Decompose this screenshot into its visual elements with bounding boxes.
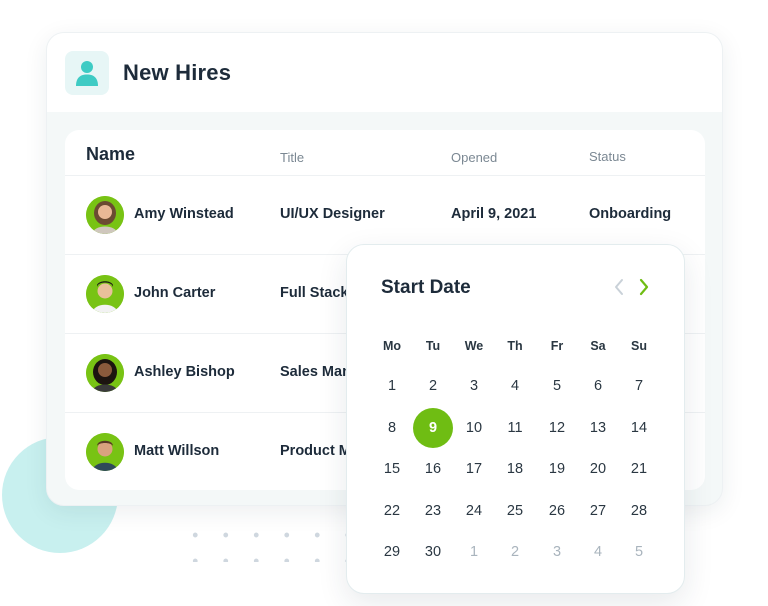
decorative-dot-grid [180, 522, 355, 562]
calendar-day[interactable]: 3 [469, 378, 479, 394]
table-row[interactable]: Amy Winstead UI/UX Designer April 9, 202… [65, 176, 705, 255]
column-header-status[interactable]: Status [589, 149, 626, 164]
column-header-name[interactable]: Name [86, 144, 136, 164]
hire-title: Sales Man [280, 364, 351, 380]
calendar-day[interactable]: 8 [387, 420, 397, 436]
avatar [86, 354, 124, 392]
page-title: New Hires [123, 59, 232, 85]
calendar-day[interactable]: 25 [506, 503, 524, 519]
calendar-day[interactable]: 2 [428, 378, 438, 394]
hire-title: Product M [280, 443, 351, 459]
calendar-day[interactable]: 26 [548, 503, 566, 519]
weekday-label: We [464, 339, 484, 353]
hire-title: UI/UX Designer [280, 206, 385, 222]
weekday-label: Fr [550, 339, 564, 353]
calendar-day[interactable]: 30 [424, 544, 442, 560]
weekday-label: Sa [590, 339, 606, 353]
weekday-label: Th [507, 339, 523, 353]
calendar-day[interactable]: 24 [465, 503, 483, 519]
calendar-day[interactable]: 7 [634, 378, 644, 394]
calendar-day[interactable]: 12 [548, 420, 566, 436]
calendar-day[interactable]: 10 [465, 420, 483, 436]
weekday-label: Su [631, 339, 647, 353]
avatar [86, 196, 124, 234]
chevron-right-icon[interactable] [635, 277, 653, 297]
calendar-day[interactable]: 5 [634, 544, 644, 560]
table-row[interactable]: Ashley Bishop Sales Man [65, 334, 705, 413]
calendar-day[interactable]: 21 [630, 461, 648, 477]
calendar-day[interactable]: 15 [383, 461, 401, 477]
calendar-day[interactable]: 1 [469, 544, 479, 560]
hire-status: Onboarding [589, 206, 672, 222]
hire-opened-date: April 9, 2021 [451, 206, 537, 222]
calendar-day[interactable]: 27 [589, 503, 607, 519]
weekday-label: Tu [425, 339, 441, 353]
hire-name: John Carter [134, 285, 216, 301]
user-icon [65, 50, 109, 95]
calendar-day[interactable]: 29 [383, 544, 401, 560]
weekday-label: Mo [382, 339, 402, 353]
calendar-day[interactable]: 6 [593, 378, 603, 394]
calendar-day[interactable]: 16 [424, 461, 442, 477]
calendar-day[interactable]: 19 [548, 461, 566, 477]
avatar [86, 275, 124, 313]
calendar-day[interactable]: 3 [552, 544, 562, 560]
calendar-day[interactable]: 18 [506, 461, 524, 477]
column-header-title[interactable]: Title [280, 150, 305, 165]
calendar-day[interactable]: 17 [465, 461, 483, 477]
calendar-day[interactable]: 22 [383, 503, 401, 519]
calendar-day[interactable]: 4 [593, 544, 603, 560]
hire-name: Matt Willson [134, 443, 220, 459]
calendar-title: Start Date [381, 277, 471, 298]
calendar-day[interactable]: 1 [387, 378, 397, 394]
calendar-day[interactable]: 4 [510, 378, 520, 394]
hire-name: Ashley Bishop [134, 364, 235, 380]
column-header-opened[interactable]: Opened [451, 150, 498, 165]
calendar-day[interactable]: 28 [630, 503, 648, 519]
hire-title: Full Stack [280, 285, 349, 301]
calendar-day-selected[interactable]: 9 [413, 408, 453, 448]
calendar-day[interactable]: 13 [589, 420, 607, 436]
start-date-picker: Start Date Mo Tu We Th Fr Sa Su 1 2 3 4 5 6 7 8 9 10 11 1… [346, 244, 685, 594]
avatar [86, 433, 124, 471]
chevron-left-icon[interactable] [611, 277, 629, 297]
calendar-day[interactable]: 11 [507, 420, 523, 436]
calendar-day[interactable]: 23 [424, 503, 442, 519]
table-row[interactable]: Matt Willson Product M [65, 413, 705, 490]
card-header: New Hires [47, 33, 722, 112]
calendar-day[interactable]: 5 [552, 378, 562, 394]
calendar-day[interactable]: 2 [510, 544, 520, 560]
table-header: Name Title Opened Status [65, 130, 705, 176]
calendar-day[interactable]: 14 [630, 420, 648, 436]
hire-name: Amy Winstead [134, 206, 234, 222]
calendar-day[interactable]: 20 [589, 461, 607, 477]
